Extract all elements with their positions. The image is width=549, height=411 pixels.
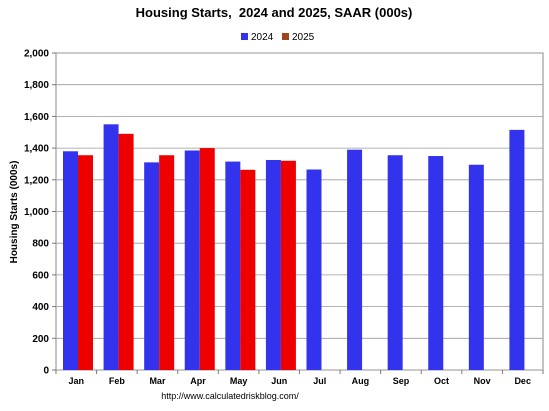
bar-2024-Oct	[428, 156, 444, 370]
y-tick-label: 1,800	[24, 80, 49, 91]
legend-label-2024: 2024	[251, 32, 274, 43]
bar-2025-Apr	[199, 148, 215, 370]
x-axis-ticks: Jan Feb Mar Apr May Jun Jul Aug Sep Oct Nov Dec	[55, 370, 544, 386]
x-tick-label: May	[230, 376, 248, 386]
bars	[63, 124, 525, 370]
legend: 2024 2025	[241, 32, 315, 43]
x-tick-label: Dec	[514, 376, 531, 386]
y-tick-label: 600	[32, 270, 49, 281]
chart-title: Housing Starts, 2024 and 2025, SAAR (000…	[136, 5, 413, 20]
bar-2025-May	[240, 169, 256, 370]
x-tick-label: Mar	[149, 376, 166, 386]
x-tick-label: Jan	[69, 376, 85, 386]
legend-label-2025: 2025	[292, 32, 315, 43]
x-tick-label: Oct	[434, 376, 449, 386]
x-tick-label: Jun	[271, 376, 287, 386]
x-tick-label: Apr	[190, 376, 206, 386]
y-tick-label: 200	[32, 334, 49, 345]
bar-2025-Jan	[78, 155, 93, 370]
bar-2025-Mar	[159, 155, 175, 370]
x-tick-label: Aug	[352, 376, 370, 386]
bar-2024-Mar	[144, 162, 160, 370]
y-tick-label: 1,200	[24, 175, 49, 186]
legend-swatch-2025	[282, 33, 289, 40]
bar-2024-Aug	[347, 149, 363, 370]
x-tick-label: Feb	[109, 376, 126, 386]
y-tick-label: 800	[32, 239, 49, 250]
y-axis-ticks: 0 200 400 600 800 1,000 1,200 1,400 1,600 1,800 2,…	[24, 49, 56, 377]
x-tick-label: Jul	[313, 376, 326, 386]
y-axis-label: Housing Starts (000s)	[9, 161, 20, 264]
bar-2024-Jun	[265, 159, 281, 370]
source-url: http://www.calculatedriskblog.com/	[161, 391, 299, 401]
bar-2024-Nov	[468, 164, 484, 370]
bar-2024-Sep	[387, 155, 403, 370]
bar-2024-Jul	[306, 169, 322, 370]
bar-2024-May	[225, 161, 241, 370]
bar-2025-Feb	[118, 133, 134, 370]
y-tick-label: 2,000	[24, 49, 49, 60]
y-tick-label: 400	[32, 302, 49, 313]
bar-2024-Feb	[103, 124, 119, 370]
bar-2024-Jan	[63, 151, 78, 370]
x-tick-label: Sep	[393, 376, 410, 386]
y-tick-label: 0	[43, 366, 49, 377]
y-tick-label: 1,000	[24, 207, 49, 218]
legend-swatch-2024	[241, 33, 248, 40]
y-tick-label: 1,600	[24, 112, 49, 123]
bar-2024-Dec	[509, 129, 525, 370]
bar-2024-Apr	[184, 150, 200, 370]
x-tick-label: Nov	[474, 376, 491, 386]
bar-2025-Jun	[280, 160, 296, 370]
y-tick-label: 1,400	[24, 144, 49, 155]
